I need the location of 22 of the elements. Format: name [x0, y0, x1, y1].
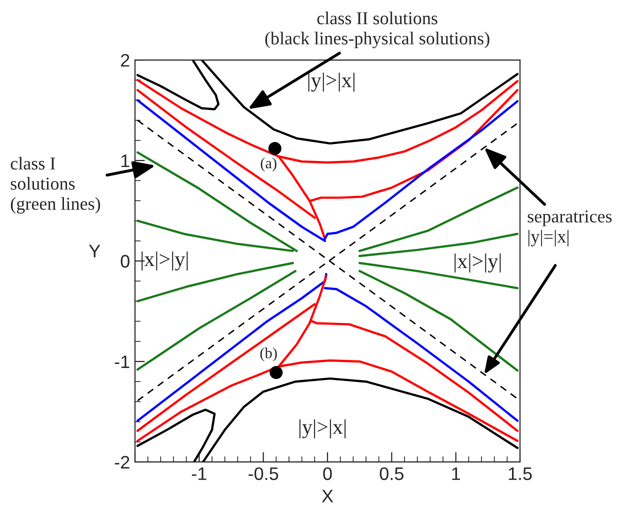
annotation: |x|>|y| — [142, 252, 188, 270]
y-tick-label: 2 — [121, 54, 130, 67]
y-tick-label: -1 — [114, 356, 130, 368]
annotation: |x|>|y| — [454, 254, 501, 272]
x-tick-label: 0 — [323, 467, 332, 480]
annotation: (b) — [260, 348, 277, 362]
annotation: (a) — [260, 158, 276, 172]
y-axis-title: Y — [89, 244, 100, 258]
x-tick-label: -1 — [192, 468, 206, 480]
x-axis-title: X — [322, 490, 334, 502]
annotation: |y|>|x| — [299, 419, 346, 438]
annotation: |y|>|x| — [308, 72, 354, 92]
annotation: class I solutions (green lines) — [10, 156, 100, 214]
x-tick-label: 1.5 — [508, 468, 532, 480]
x-tick-label: -0.5 — [248, 467, 278, 480]
y-tick-label: -2 — [114, 456, 130, 469]
x-tick-label: 0.5 — [380, 467, 404, 480]
annotation: separatrices |y|=|x| — [528, 210, 612, 246]
y-tick-label: 0 — [120, 254, 130, 268]
x-tick-label: 1 — [452, 468, 460, 480]
y-tick-label: 1 — [121, 154, 130, 168]
annotation: class II solutions (black lines-physical solutions) — [265, 12, 490, 48]
